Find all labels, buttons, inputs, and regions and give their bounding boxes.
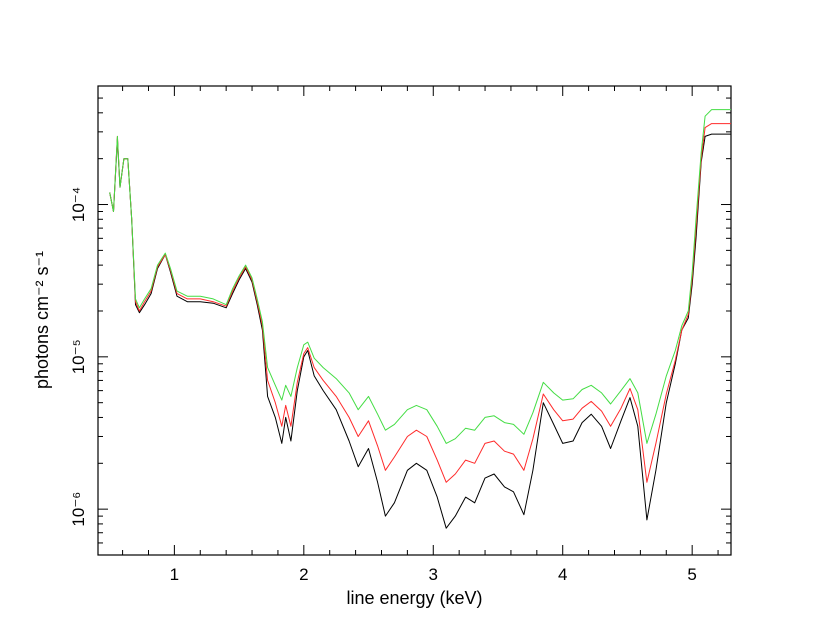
y-tick-label: 10⁻⁵ (69, 339, 88, 374)
axis-ticks (98, 86, 731, 556)
x-axis-label: line energy (keV) (346, 588, 482, 608)
tick-labels: 1 2 3 4 5 10⁻⁶ 10⁻⁵ 10⁻⁴ (69, 187, 697, 584)
y-tick-label: 10⁻⁴ (69, 187, 88, 222)
x-tick-label: 1 (170, 565, 179, 584)
x-tick-label: 2 (299, 565, 308, 584)
x-tick-label: 4 (558, 565, 567, 584)
x-tick-label: 3 (429, 565, 438, 584)
series-layer (109, 109, 731, 529)
y-axis-label: photons cm⁻² s⁻¹ (32, 251, 52, 389)
y-tick-label: 10⁻⁶ (69, 492, 88, 527)
x-tick-label: 5 (687, 565, 696, 584)
series-line-3 (109, 109, 731, 444)
plot-frame (97, 85, 732, 556)
series-line-1 (109, 133, 731, 529)
